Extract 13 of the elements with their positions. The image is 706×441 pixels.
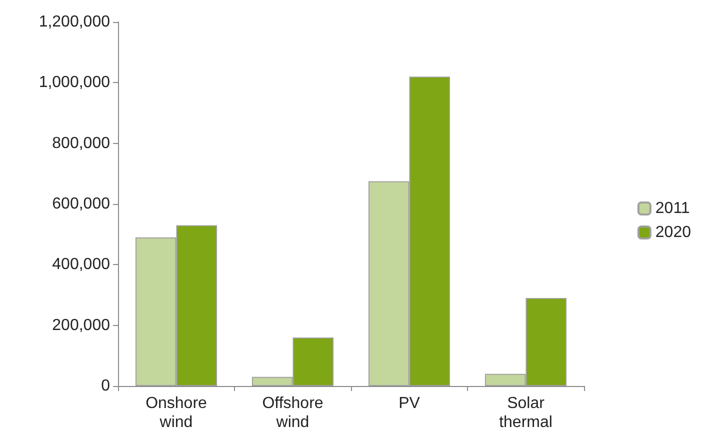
y-tick-label: 600,000 bbox=[52, 196, 110, 212]
y-tick-label: 400,000 bbox=[52, 256, 110, 274]
y-tick-label: 200,000 bbox=[52, 316, 110, 334]
x-tick-label: Offshore wind bbox=[262, 395, 324, 431]
y-tick-label: 1,200,000 bbox=[38, 14, 110, 30]
y-tick-label: 800,000 bbox=[52, 134, 110, 152]
x-tick-label: Onshore wind bbox=[146, 395, 208, 431]
x-tick-label: PV bbox=[398, 395, 420, 412]
y-tick-label: 1,000,000 bbox=[38, 74, 110, 92]
legend-label: 2011 bbox=[655, 200, 690, 217]
legend-label: 2020 bbox=[655, 224, 692, 241]
y-tick-label: 0 bbox=[101, 378, 110, 394]
x-tick-label: Solar thermal bbox=[499, 395, 552, 431]
